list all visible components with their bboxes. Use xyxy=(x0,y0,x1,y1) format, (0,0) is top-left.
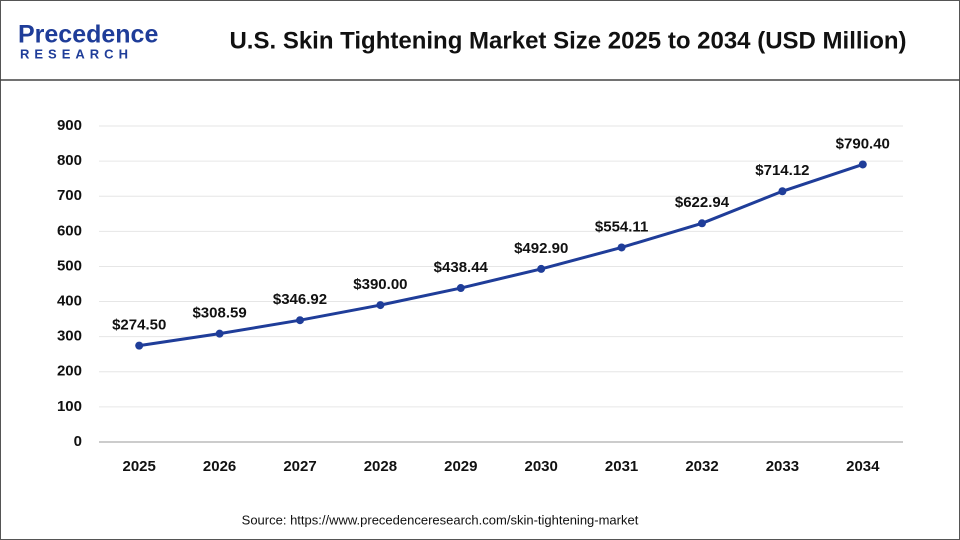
chart-title: U.S. Skin Tightening Market Size 2025 to… xyxy=(229,27,906,54)
y-tick-label: 0 xyxy=(74,433,82,450)
value-label: $308.59 xyxy=(192,305,246,322)
y-tick-label: 900 xyxy=(57,117,82,134)
value-label: $274.50 xyxy=(112,317,166,334)
point xyxy=(135,341,144,350)
x-tick-label: 2033 xyxy=(766,458,799,475)
y-tick-label: 400 xyxy=(57,293,82,310)
logo-name: Precedence xyxy=(18,21,158,49)
point xyxy=(456,284,465,293)
y-tick-label: 500 xyxy=(57,257,82,274)
x-tick-label: 2031 xyxy=(605,458,638,475)
y-tick-label: 700 xyxy=(57,187,82,204)
value-label: $492.90 xyxy=(514,240,568,257)
point xyxy=(537,264,546,273)
logo-subtitle: RESEARCH xyxy=(20,46,133,61)
source: Source: https://www.precedenceresearch.c… xyxy=(242,512,639,527)
x-tick-label: 2028 xyxy=(364,458,397,475)
point xyxy=(296,316,304,325)
point xyxy=(858,160,867,169)
x-tick-label: 2025 xyxy=(123,458,156,475)
point xyxy=(215,329,224,338)
value-label: $622.94 xyxy=(675,194,730,211)
y-tick-label: 200 xyxy=(57,363,82,380)
x-tick-label: 2029 xyxy=(444,458,477,475)
value-label: $346.92 xyxy=(273,291,327,308)
y-tick-label: 100 xyxy=(57,398,82,415)
line xyxy=(138,163,864,348)
value-label: $438.44 xyxy=(434,259,489,276)
value-label: $554.11 xyxy=(595,218,648,235)
point xyxy=(376,301,385,310)
point xyxy=(617,243,626,252)
value-label: $790.40 xyxy=(836,135,890,152)
value-label: $714.12 xyxy=(755,162,809,179)
x-tick-label: 2030 xyxy=(525,458,558,475)
y-tick-label: 300 xyxy=(57,328,82,345)
y-tick-label: 800 xyxy=(57,152,82,169)
x-tick-label: 2034 xyxy=(846,458,880,475)
value-label: $390.00 xyxy=(353,276,407,293)
y-tick-label: 600 xyxy=(57,222,82,239)
point xyxy=(698,219,706,228)
x-tick-label: 2032 xyxy=(685,458,718,475)
point xyxy=(778,187,787,196)
x-tick-label: 2027 xyxy=(283,458,316,475)
x-tick-label: 2026 xyxy=(203,458,236,475)
